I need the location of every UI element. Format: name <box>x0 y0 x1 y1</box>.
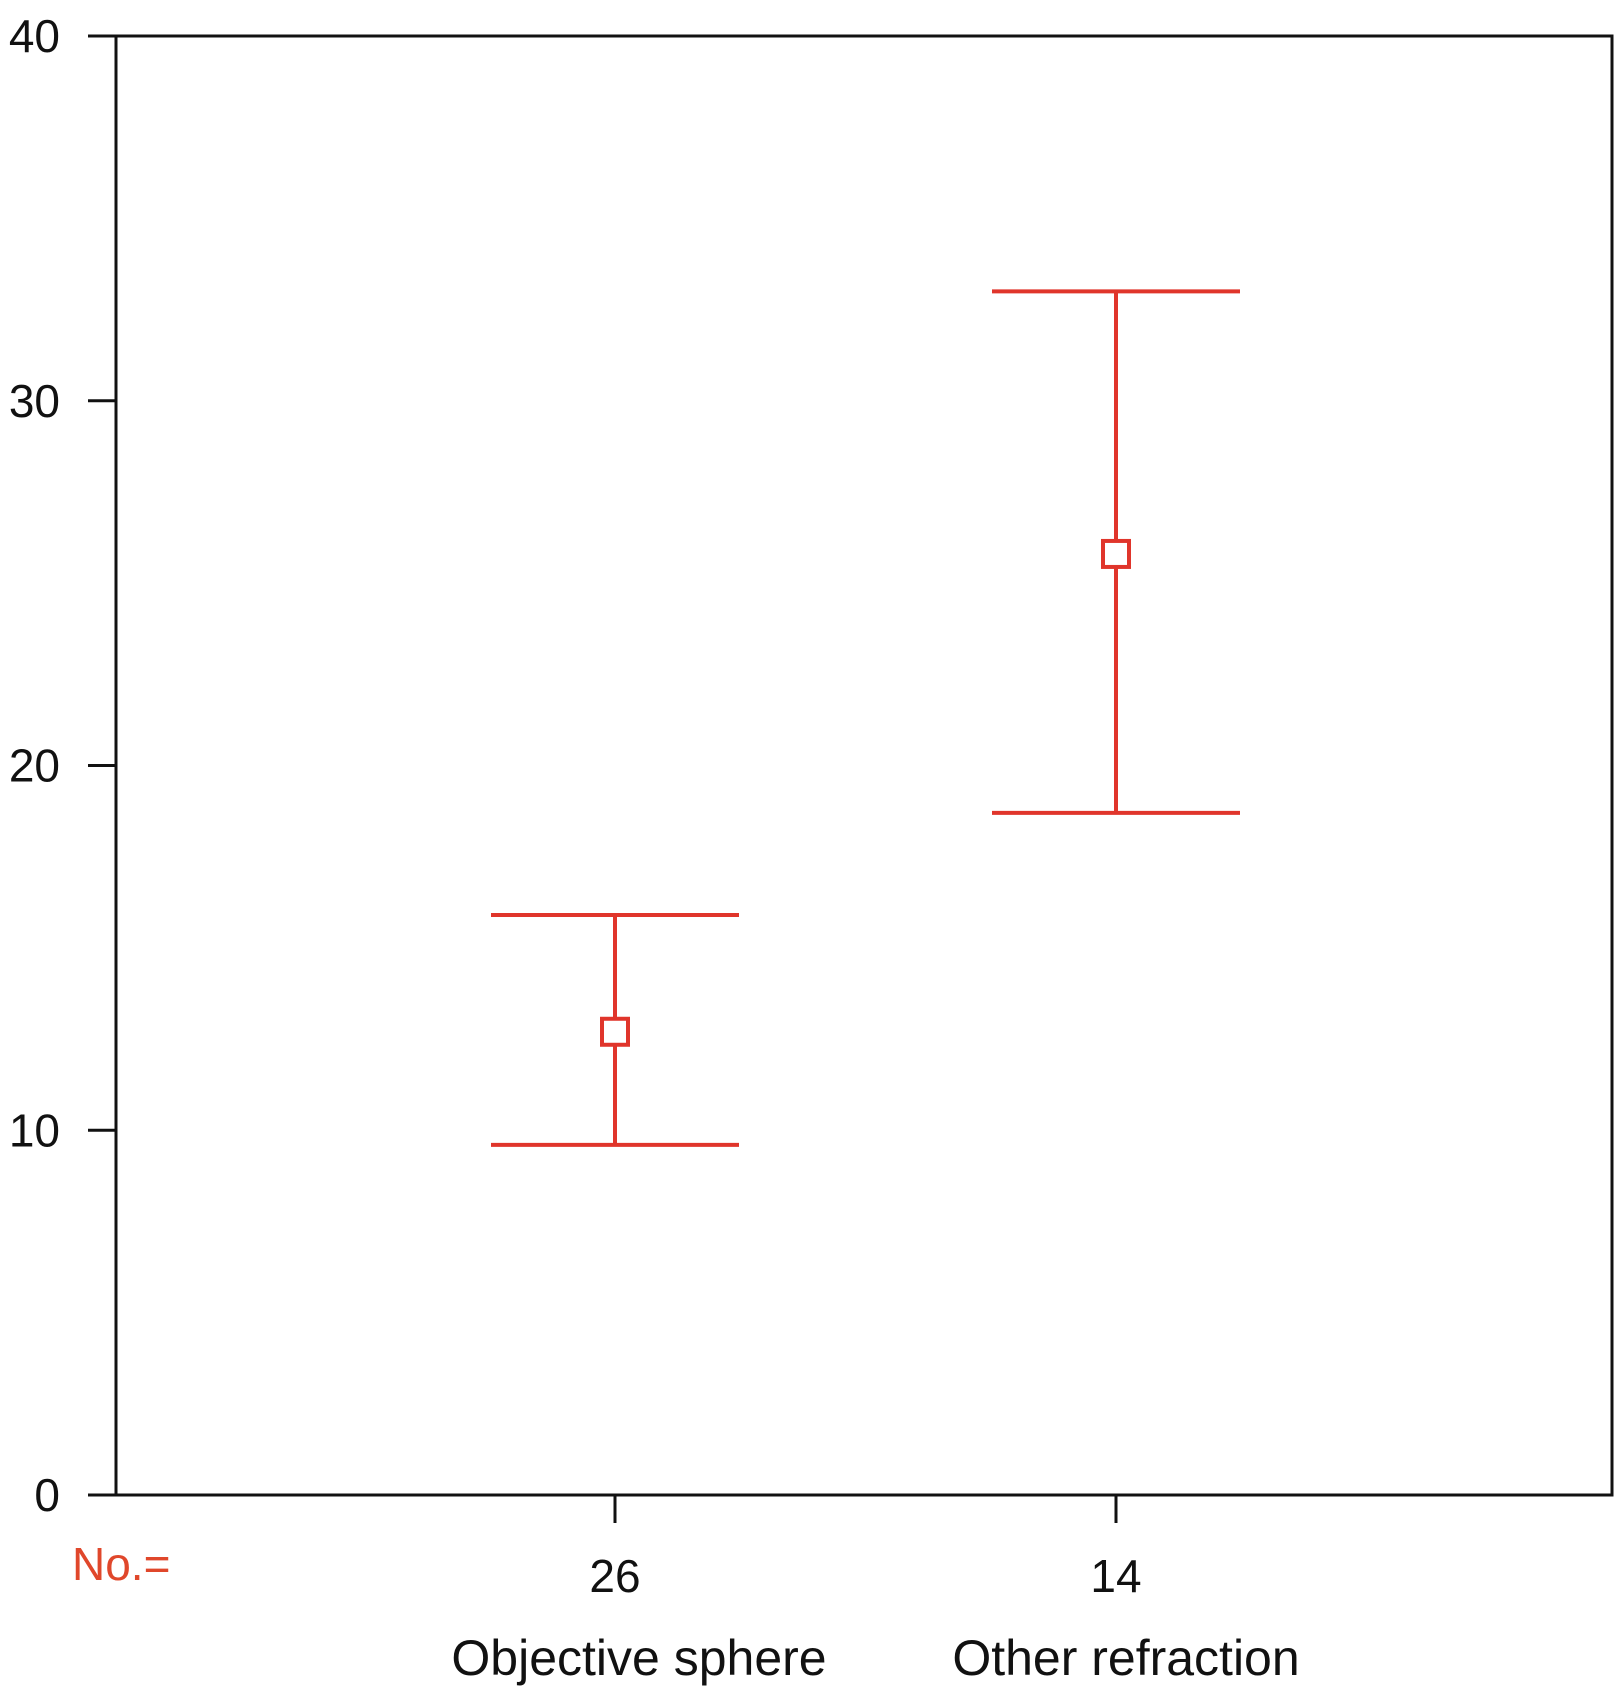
y-tick-label-30: 30 <box>9 375 60 427</box>
y-tick-label-20: 20 <box>9 740 60 792</box>
mean-marker-2 <box>1101 538 1131 569</box>
plot-border <box>114 34 1614 1497</box>
plot-frame <box>114 34 1614 1497</box>
x-axis: 26 Objective sphere 14 Other refraction <box>451 1495 1300 1686</box>
y-axis: 0 10 20 30 40 <box>9 10 116 1521</box>
error-bar-series <box>491 289 1240 1147</box>
y-tick-label-0: 0 <box>34 1469 60 1521</box>
y-tick-label-40: 40 <box>9 10 60 62</box>
category-label-1: Objective sphere <box>451 1630 826 1686</box>
mean-marker-1 <box>600 1016 630 1047</box>
category-label-2: Other refraction <box>952 1630 1299 1686</box>
sample-size-label-2: 14 <box>1090 1550 1141 1602</box>
sample-size-label-1: 26 <box>589 1550 640 1602</box>
sample-size-prefix-label: No.= <box>72 1538 170 1590</box>
y-tick-label-10: 10 <box>9 1104 60 1156</box>
